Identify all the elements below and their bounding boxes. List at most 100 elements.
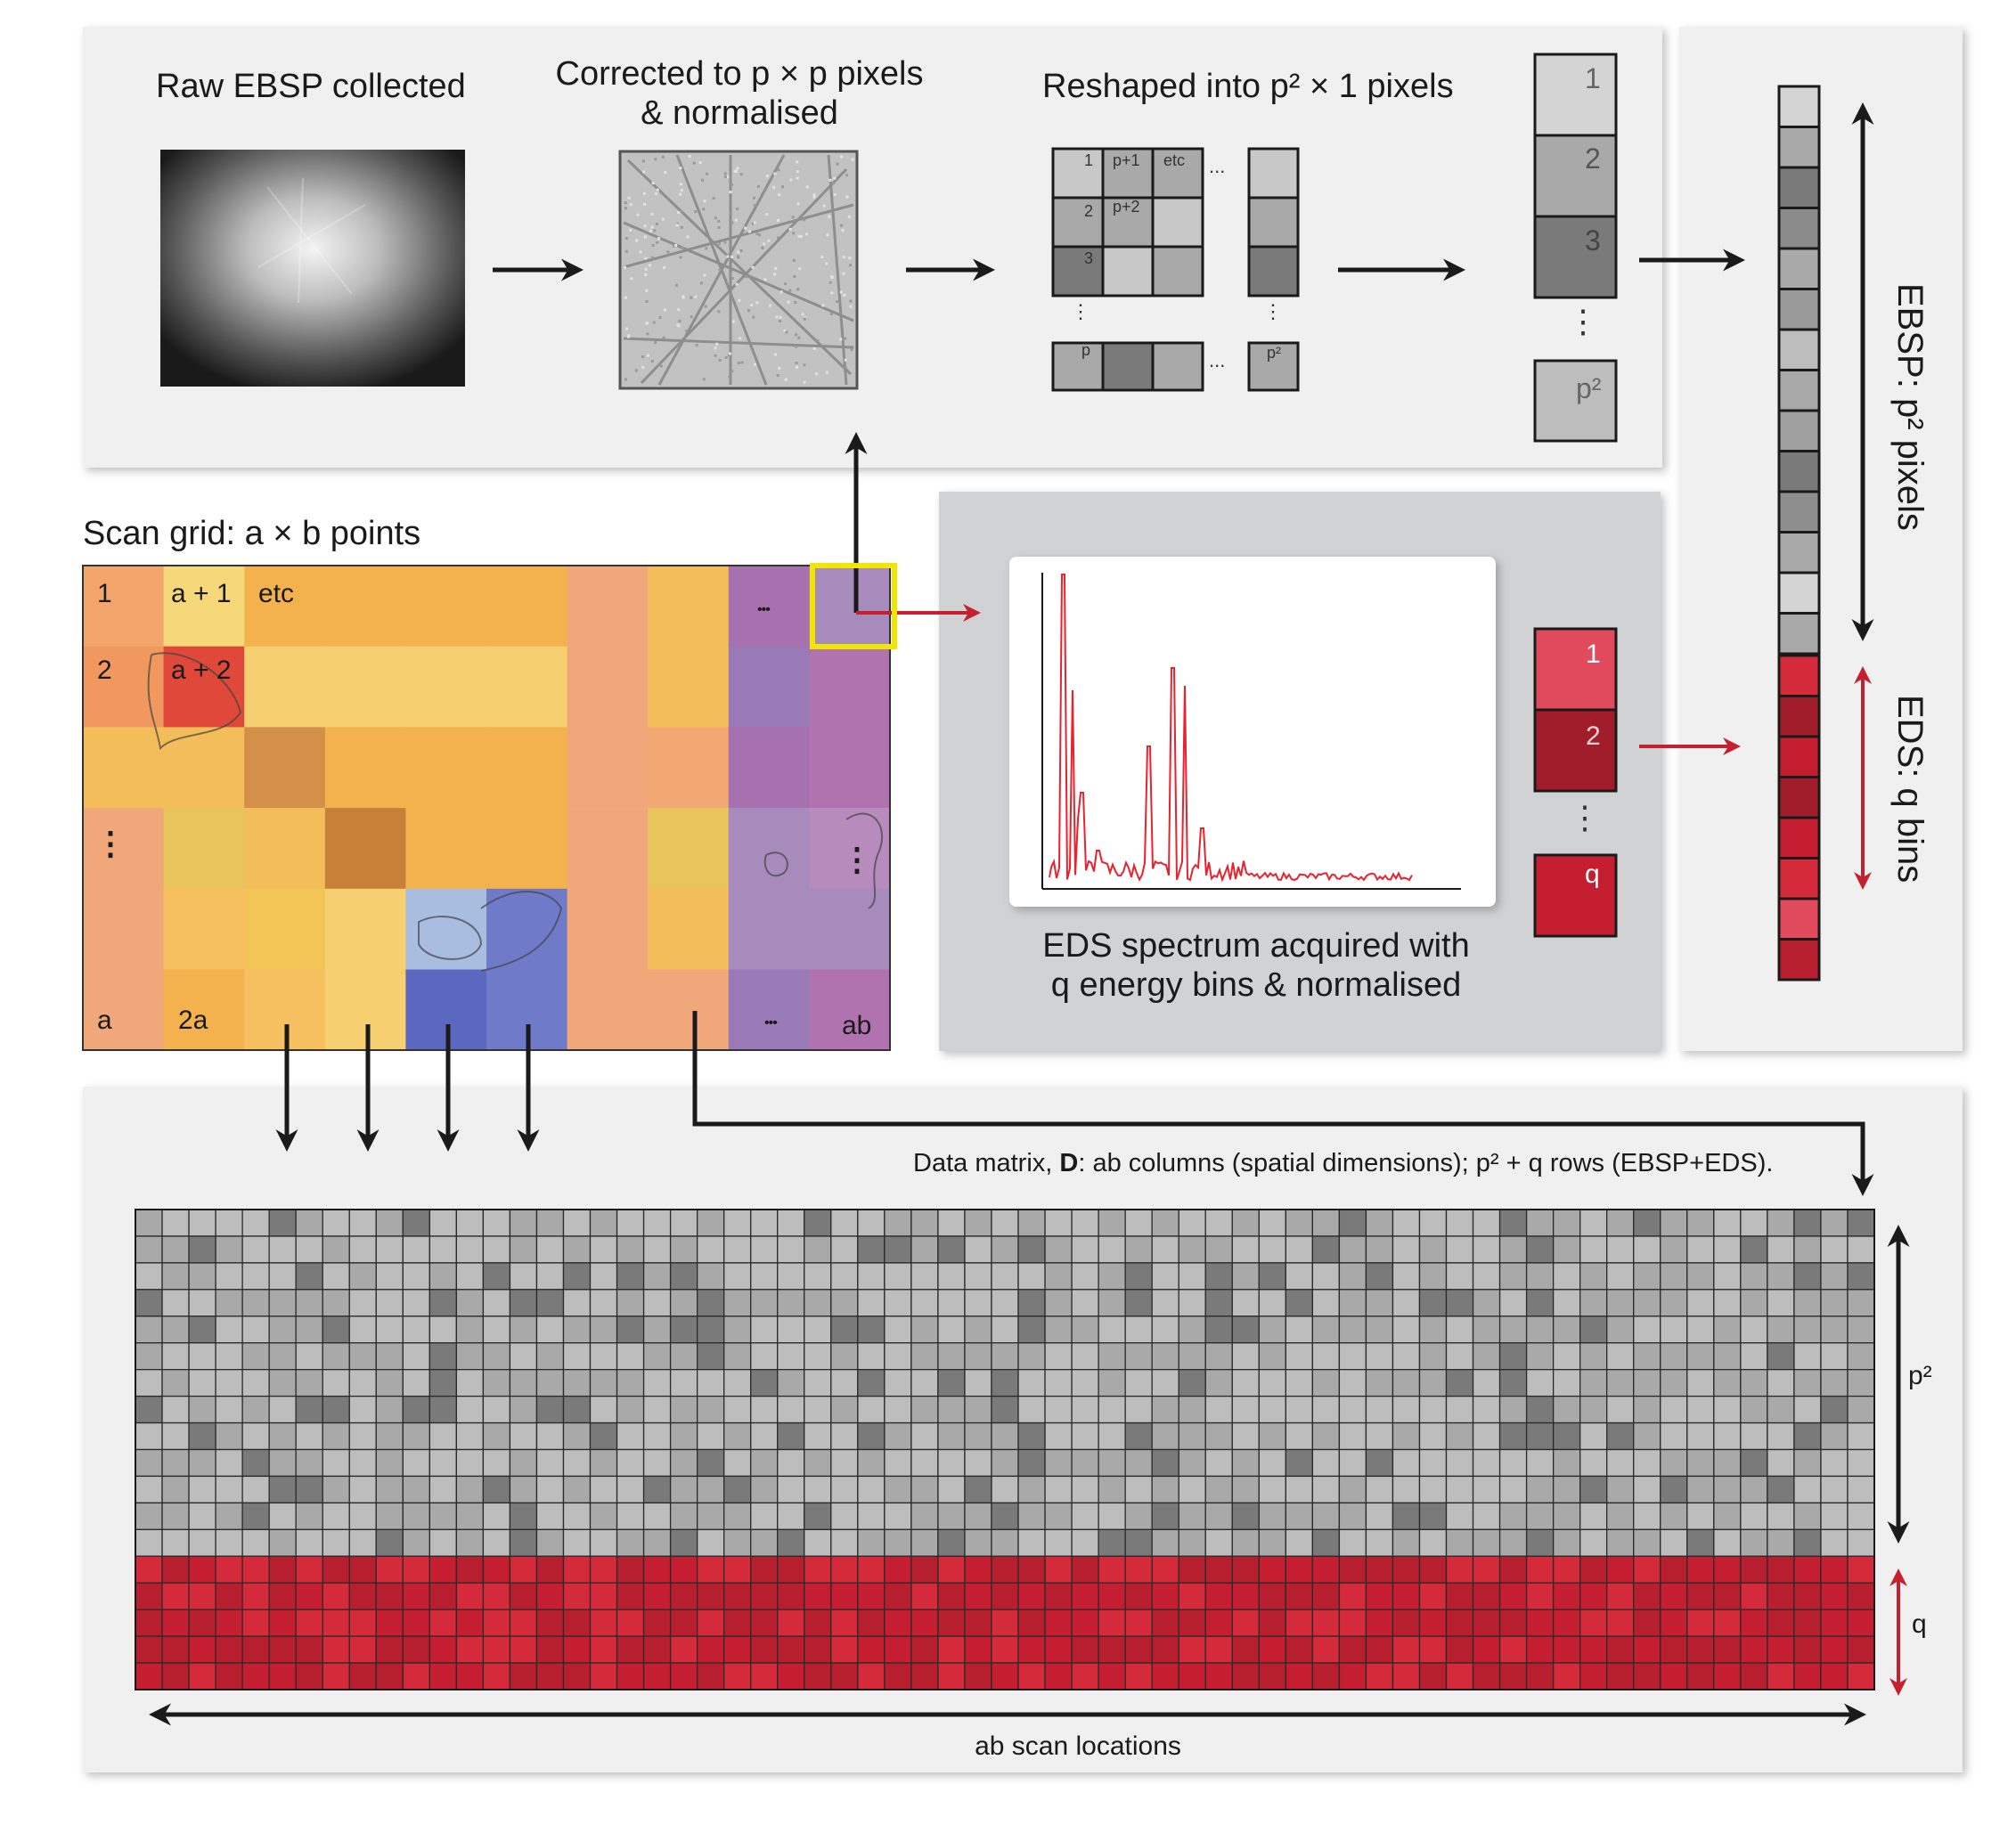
matrix-cell: [937, 1662, 966, 1690]
matrix-cell: [1633, 1316, 1661, 1344]
matrix-cell: [1258, 1369, 1286, 1397]
noise-speck: [793, 275, 796, 278]
matrix-cell: [1793, 1235, 1822, 1264]
matrix-cell: [535, 1422, 565, 1451]
matrix-cell: [991, 1369, 1019, 1397]
noise-speck: [767, 239, 771, 242]
matrix-cell: [910, 1609, 939, 1637]
matrix-cell: [188, 1502, 216, 1530]
matrix-cell: [1633, 1448, 1661, 1478]
matrix-cell: [1311, 1635, 1341, 1664]
noise-speck: [728, 273, 731, 276]
matrix-cell: [1071, 1262, 1099, 1291]
matrix-cell: [188, 1475, 216, 1504]
matrix-cell: [1392, 1369, 1421, 1397]
matrix-cell: [1660, 1635, 1688, 1664]
matrix-cell: [1767, 1395, 1795, 1424]
matrix-cell: [455, 1475, 485, 1504]
vector-ebsp-cell: [1777, 531, 1821, 574]
noise-speck: [730, 221, 734, 224]
noise-speck: [702, 378, 706, 381]
matrix-cell: [562, 1209, 592, 1237]
matrix-cell: [669, 1369, 698, 1397]
matrix-cell: [1498, 1262, 1528, 1291]
grid-cell-1-label: 1: [1084, 151, 1094, 169]
matrix-cell: [857, 1448, 886, 1478]
matrix-cell: [1525, 1635, 1555, 1664]
matrix-cell: [777, 1555, 805, 1584]
spectrum-card: [1009, 557, 1496, 907]
matrix-cell: [884, 1528, 912, 1557]
matrix-cell: [804, 1289, 832, 1317]
matrix-cell: [1740, 1528, 1768, 1557]
matrix-cell: [1151, 1369, 1179, 1397]
noise-speck: [645, 289, 649, 292]
matrix-cell: [1820, 1475, 1849, 1504]
matrix-cell: [1660, 1555, 1688, 1584]
matrix-cell: [910, 1316, 939, 1344]
matrix-cell: [1579, 1422, 1608, 1451]
matrix-cell: [937, 1369, 966, 1397]
matrix-cell: [535, 1528, 565, 1557]
grid-cell-p1-label: p+1: [1113, 151, 1140, 169]
matrix-cell: [1017, 1662, 1046, 1690]
matrix-cell: [884, 1609, 912, 1637]
matrix-cell: [1017, 1369, 1046, 1397]
matrix-cell: [322, 1369, 350, 1397]
matrix-cell: [375, 1582, 404, 1610]
matrix-cell: [1660, 1582, 1688, 1610]
matrix-cell: [535, 1448, 565, 1478]
matrix-cell: [804, 1235, 832, 1264]
noise-speck: [833, 192, 837, 196]
matrix-cell: [1660, 1342, 1688, 1371]
noise-speck: [773, 172, 777, 175]
matrix-cell: [1017, 1582, 1046, 1610]
matrix-cell: [1686, 1555, 1715, 1584]
matrix-cell: [1445, 1235, 1474, 1264]
matrix-cell: [1151, 1662, 1179, 1690]
noise-speck: [763, 242, 766, 246]
eds-bins: [1533, 627, 1618, 938]
noise-speck: [796, 365, 798, 369]
matrix-cell: [1124, 1448, 1153, 1478]
matrix-cell: [562, 1316, 592, 1344]
matrix-cell: [991, 1582, 1019, 1610]
noise-speck: [624, 207, 627, 210]
matrix-cell: [1418, 1209, 1448, 1237]
matrix-cell: [161, 1262, 190, 1291]
noise-speck: [674, 243, 678, 247]
noise-speck: [629, 203, 633, 207]
matrix-cell: [1418, 1422, 1448, 1451]
matrix-cell: [750, 1502, 779, 1530]
matrix-cell: [482, 1235, 511, 1264]
matrix-cell: [1418, 1289, 1448, 1317]
matrix-cell: [1820, 1422, 1849, 1451]
matrix-cell: [375, 1528, 404, 1557]
matrix-cell: [1633, 1209, 1661, 1237]
matrix-cell: [830, 1662, 859, 1690]
matrix-cell: [1552, 1528, 1581, 1557]
matrix-cell: [1660, 1289, 1688, 1317]
matrix-cell: [750, 1422, 779, 1451]
matrix-cell: [750, 1475, 779, 1504]
matrix-cell: [562, 1422, 592, 1451]
matrix-cell: [268, 1289, 297, 1317]
matrix-cell: [535, 1555, 565, 1584]
matrix-cell: [884, 1502, 912, 1530]
matrix-cell: [402, 1448, 430, 1478]
matrix-cell: [750, 1395, 779, 1424]
matrix-cell: [1204, 1448, 1233, 1478]
matrix-cell: [1713, 1369, 1742, 1397]
matrix-cell: [1579, 1582, 1608, 1610]
matrix-cell: [937, 1209, 966, 1237]
matrix-cell: [1204, 1289, 1233, 1317]
matrix-cell: [1793, 1369, 1822, 1397]
matrix-cell: [1044, 1502, 1073, 1530]
stack-cell: [1533, 215, 1618, 299]
matrix-cell: [1660, 1448, 1688, 1478]
matrix-cell: [268, 1475, 297, 1504]
matrix-cell: [455, 1528, 485, 1557]
matrix-cell: [910, 1582, 939, 1610]
matrix-cell: [1767, 1555, 1795, 1584]
matrix-cell: [804, 1555, 832, 1584]
